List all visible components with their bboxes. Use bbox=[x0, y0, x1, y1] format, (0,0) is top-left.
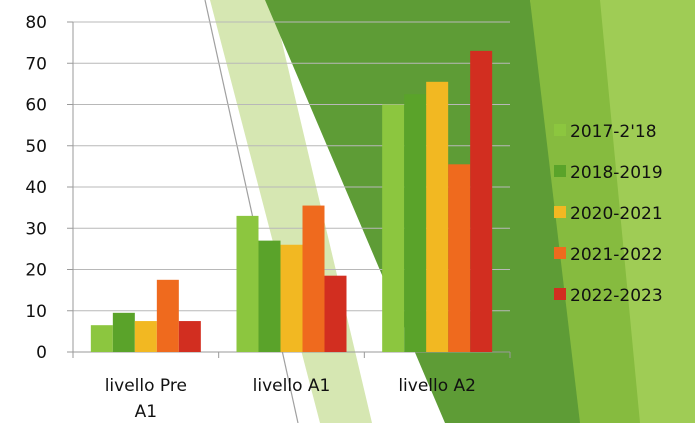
legend-swatch bbox=[554, 206, 566, 218]
bar bbox=[404, 94, 427, 352]
legend-label: 2018-2019 bbox=[570, 163, 663, 183]
bar bbox=[236, 215, 259, 352]
y-tick-label: 70 bbox=[25, 54, 47, 74]
y-tick-labels: 0 10 20 30 40 50 60 70 80 bbox=[25, 13, 47, 363]
y-tick-label: 30 bbox=[25, 219, 47, 239]
legend-swatch bbox=[554, 124, 566, 136]
bar bbox=[302, 205, 325, 352]
legend-swatch bbox=[554, 288, 566, 300]
y-tick-label: 0 bbox=[36, 343, 47, 363]
legend-label: 2020-2021 bbox=[570, 204, 663, 224]
bar bbox=[178, 321, 201, 352]
bar bbox=[156, 279, 179, 352]
legend: 2017-2'18 2018-2019 2020-2021 2021-2022 2022… bbox=[554, 122, 663, 306]
category-label: livello A1 bbox=[253, 376, 331, 396]
legend-label: 2022-2023 bbox=[570, 286, 663, 306]
legend-label: 2021-2022 bbox=[570, 245, 663, 265]
y-tick-label: 50 bbox=[25, 137, 47, 157]
bar bbox=[426, 81, 449, 352]
legend-label: 2017-2'18 bbox=[570, 122, 657, 142]
bg-mid-band bbox=[530, 0, 640, 423]
bar bbox=[470, 50, 493, 352]
category-label: livello A2 bbox=[398, 376, 476, 396]
y-tick-label: 60 bbox=[25, 96, 47, 116]
category-labels: livello Pre A1 livello A1 livello A2 bbox=[105, 376, 476, 422]
bar bbox=[280, 244, 303, 352]
y-tick-label: 20 bbox=[25, 261, 47, 281]
bar bbox=[382, 104, 405, 352]
bar-marks bbox=[90, 50, 493, 352]
bar bbox=[134, 321, 157, 352]
bar bbox=[90, 325, 113, 352]
bar bbox=[112, 312, 135, 352]
y-tick-label: 80 bbox=[25, 13, 47, 33]
bar bbox=[258, 240, 281, 352]
bar bbox=[448, 164, 471, 352]
category-label: A1 bbox=[135, 402, 157, 422]
category-label: livello Pre bbox=[105, 376, 187, 396]
legend-swatch bbox=[554, 165, 566, 177]
y-tick-label: 40 bbox=[25, 178, 47, 198]
bar bbox=[324, 275, 347, 352]
y-tick-label: 10 bbox=[25, 302, 47, 322]
legend-swatch bbox=[554, 247, 566, 259]
